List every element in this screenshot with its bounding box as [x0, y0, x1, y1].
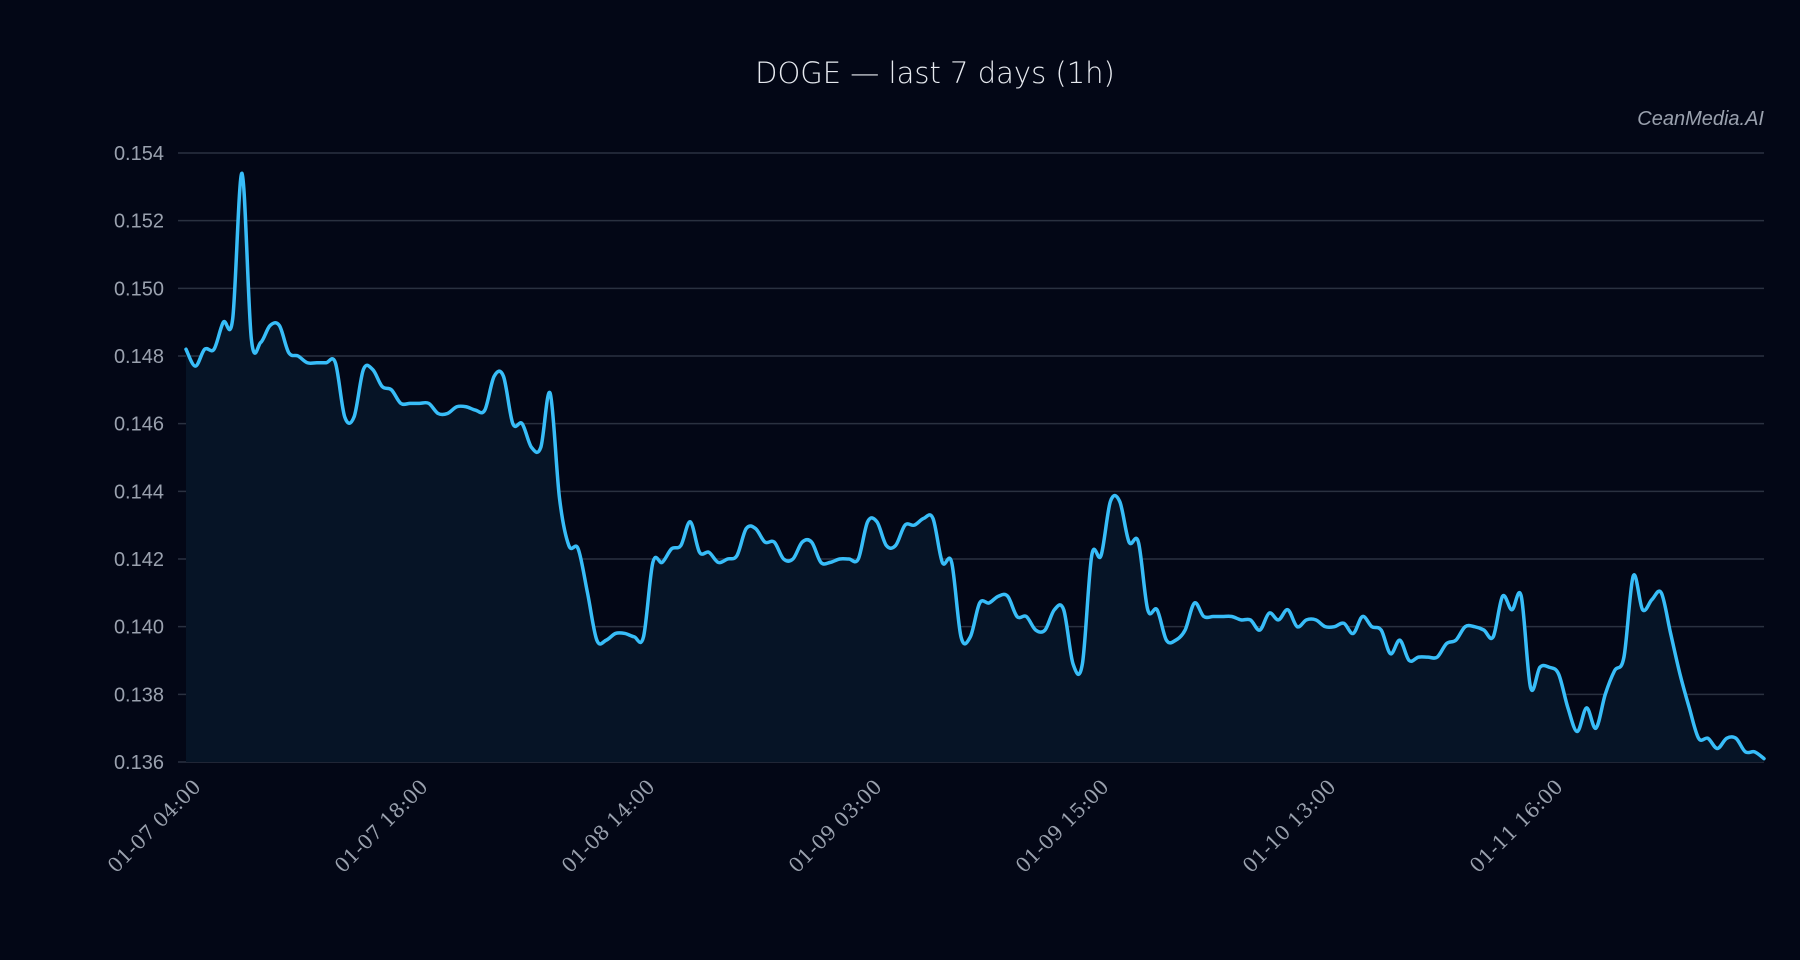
- y-tick-label: 0.136: [114, 752, 164, 774]
- price-line: [184, 171, 1766, 761]
- x-tick-label: 01-07 04:00: [103, 775, 206, 878]
- x-tick-label: 01-09 03:00: [784, 775, 887, 878]
- y-tick-label: 0.138: [114, 684, 164, 706]
- watermark: CeanMedia.AI: [1637, 108, 1764, 130]
- y-tick-label: 0.146: [114, 414, 164, 436]
- y-tick-label: 0.152: [114, 211, 164, 233]
- y-tick-label: 0.140: [114, 617, 164, 639]
- y-tick-label: 0.148: [114, 346, 164, 368]
- y-tick-label: 0.154: [114, 143, 164, 165]
- y-tick-label: 0.142: [114, 549, 164, 571]
- x-tick-label: 01-10 13:00: [1238, 775, 1341, 878]
- y-tick-label: 0.144: [114, 481, 164, 503]
- area-fill: [186, 173, 1764, 762]
- x-tick-label: 01-11 16:00: [1465, 775, 1568, 878]
- y-tick-label: 0.150: [114, 278, 164, 300]
- x-tick-label: 01-08 14:00: [557, 775, 660, 878]
- x-axis-ticks: 01-07 04:00 01-07 18:00 01-08 14:00 01-09 0…: [103, 775, 1568, 878]
- chart-title: DOGE — last 7 days (1h): [755, 56, 1115, 90]
- y-axis-ticks: 0.136 0.138 0.140 0.142 0.144 0.146 0.148 0.150…: [114, 143, 164, 774]
- x-tick-label: 01-09 15:00: [1011, 775, 1114, 878]
- x-tick-label: 01-07 18:00: [330, 775, 433, 878]
